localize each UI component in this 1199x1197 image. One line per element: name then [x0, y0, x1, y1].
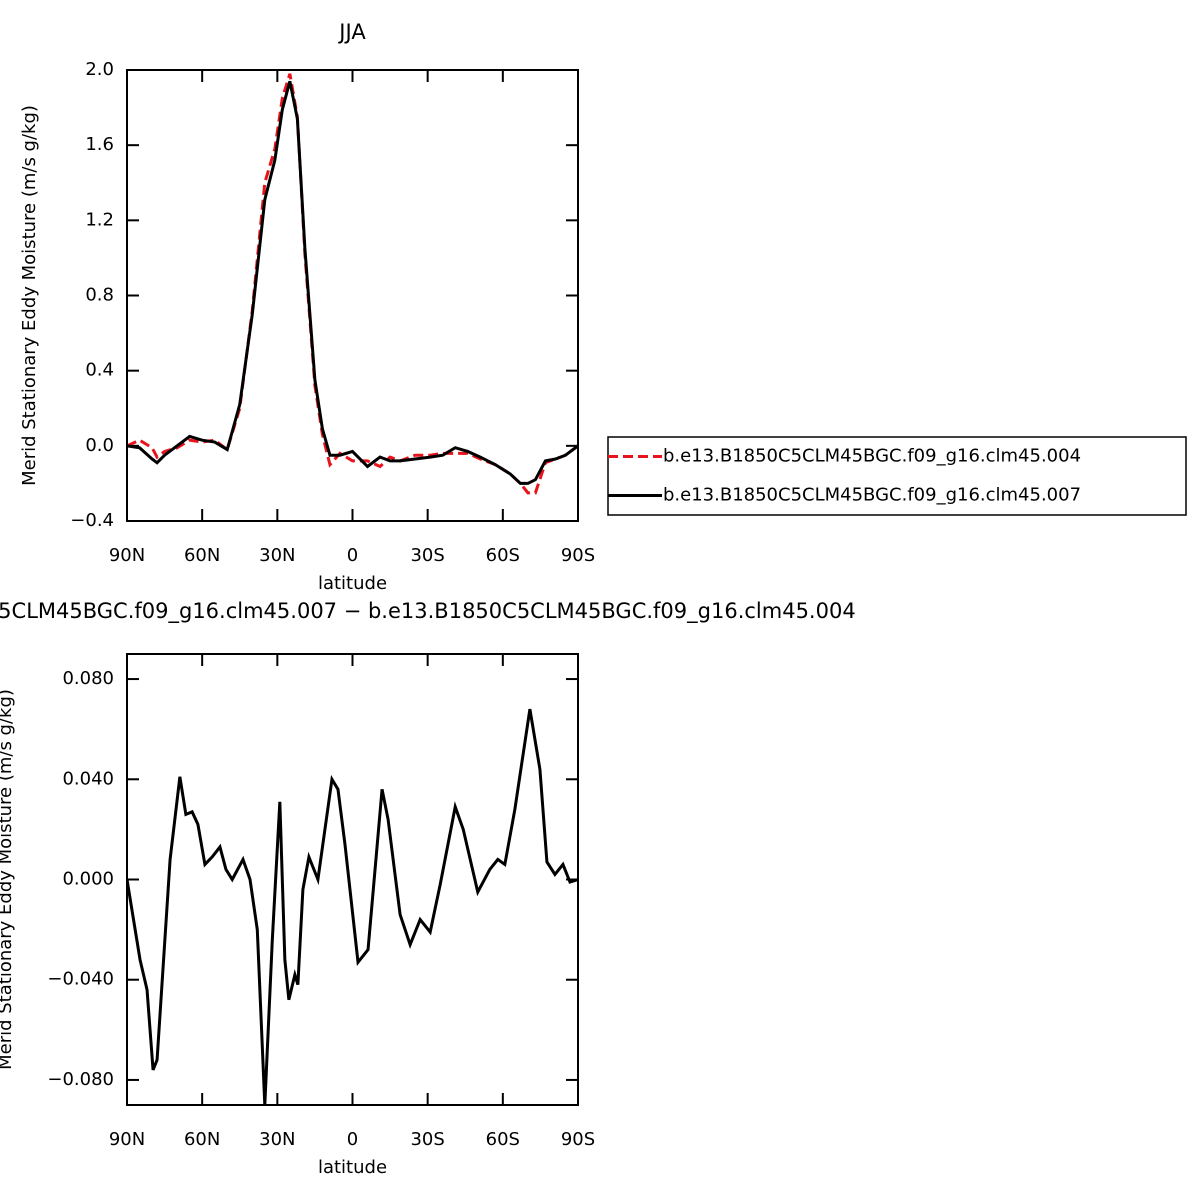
data-line	[127, 73, 578, 495]
y-tick-label: 1.6	[85, 134, 114, 155]
y-tick-label: 1.2	[85, 209, 114, 230]
x-tick-label: 0	[347, 545, 358, 566]
x-tick-label: 90S	[561, 545, 595, 566]
y-tick-label: 2.0	[85, 59, 114, 80]
x-axis-label: latitude	[318, 1157, 387, 1178]
y-tick-label: 0.4	[85, 360, 114, 381]
y-axis-label: Merid Stationary Eddy Moisture (m/s g/kg…	[0, 689, 16, 1070]
legend-label: b.e13.B1850C5CLM45BGC.f09_g16.clm45.007	[663, 485, 1081, 506]
y-tick-label: 0.040	[62, 768, 114, 789]
y-tick-label: 0.080	[62, 668, 114, 689]
x-tick-label: 90S	[561, 1129, 595, 1150]
y-tick-label: 0.8	[85, 285, 114, 306]
plot-frame	[126, 69, 579, 522]
x-tick-label: 60N	[184, 545, 220, 566]
x-axis-label: latitude	[318, 573, 387, 594]
y-tick-label: 0.0	[85, 435, 114, 456]
plot-frame	[126, 653, 579, 1106]
x-tick-label: 30S	[410, 545, 444, 566]
x-tick-label: 30N	[259, 1129, 295, 1150]
chart-title: JJA	[337, 20, 366, 44]
x-tick-label: 90N	[109, 545, 145, 566]
x-tick-label: 30S	[410, 1129, 444, 1150]
x-tick-label: 30N	[259, 545, 295, 566]
legend-box	[607, 436, 1187, 516]
y-tick-label: −0.4	[70, 510, 114, 531]
y-tick-label: −0.040	[47, 969, 114, 990]
y-axis-label: Merid Stationary Eddy Moisture (m/s g/kg…	[19, 105, 40, 486]
y-tick-label: −0.080	[47, 1069, 114, 1090]
data-line	[127, 708, 578, 1105]
chart-title: b.e13.B1850C5CLM45BGC.f09_g16.clm45.007 …	[0, 599, 856, 624]
x-tick-label: 0	[347, 1129, 358, 1150]
x-tick-label: 90N	[109, 1129, 145, 1150]
x-tick-label: 60N	[184, 1129, 220, 1150]
x-tick-label: 60S	[486, 545, 520, 566]
data-line	[127, 80, 578, 485]
x-tick-label: 60S	[486, 1129, 520, 1150]
legend-label: b.e13.B1850C5CLM45BGC.f09_g16.clm45.004	[663, 446, 1081, 467]
y-tick-label: 0.000	[62, 869, 114, 890]
